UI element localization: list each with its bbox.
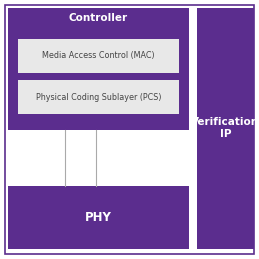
- Bar: [8, 8, 189, 130]
- Bar: [197, 8, 254, 249]
- Bar: [8, 186, 189, 249]
- Text: Physical Coding Sublayer (PCS): Physical Coding Sublayer (PCS): [36, 93, 161, 102]
- Bar: [18, 80, 179, 114]
- Text: Media Access Control (MAC): Media Access Control (MAC): [42, 51, 155, 60]
- Text: PHY: PHY: [85, 211, 112, 224]
- Bar: [8, 130, 189, 186]
- Bar: [18, 39, 179, 73]
- Text: Controller: Controller: [69, 13, 128, 23]
- Text: Verification
IP: Verification IP: [191, 117, 259, 139]
